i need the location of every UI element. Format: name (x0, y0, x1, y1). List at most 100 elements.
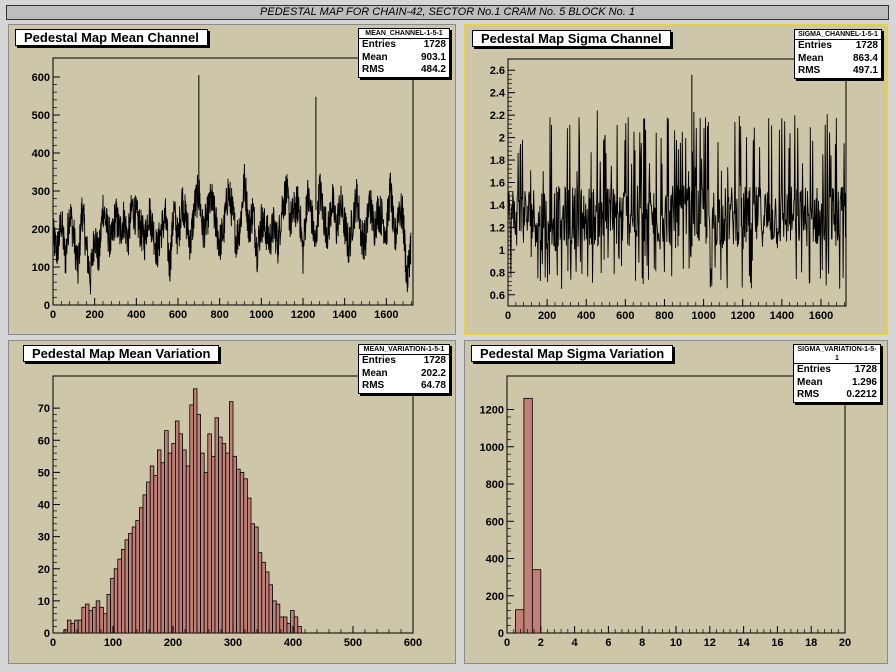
y-tick-label: 1000 (480, 442, 504, 454)
histogram-bar (293, 616, 299, 634)
stats-rms-row: RMS 0.2212 (794, 389, 880, 402)
y-tick-label: 300 (32, 186, 50, 198)
histogram-bar (257, 552, 263, 634)
x-tick-label: 600 (404, 637, 422, 649)
stats-entries-value: 1728 (854, 364, 877, 375)
histogram-bar (297, 626, 302, 634)
stats-name: SIGMA_VARIATION-1-5-1 (794, 345, 880, 364)
x-tick-label: 0 (50, 637, 56, 649)
histogram-bar (243, 478, 248, 634)
x-tick-label: 600 (616, 310, 634, 322)
x-tick-label: 1600 (809, 310, 833, 322)
pad-mean-channel[interactable]: 0 100 200 300 400 500 600 0 200 400 600 800 1000 1200… (8, 24, 456, 335)
histogram-bar (74, 619, 79, 634)
x-tick-label: 400 (127, 309, 145, 321)
y-tick-label: 70 (38, 403, 50, 415)
stats-mean-value: 202.2 (420, 367, 446, 379)
x-tick-label: 200 (164, 637, 182, 649)
y-tick-label: 0 (44, 628, 50, 640)
stats-rms-label: RMS (797, 389, 820, 400)
x-tick-label: 800 (210, 309, 228, 321)
pad-sigma-variation[interactable]: 0 200 400 600 800 1000 1200 0 2 4 6 8 10 12 14 16 18 20 Pe… (464, 340, 888, 664)
histogram-bar (261, 561, 266, 634)
x-tick-label: 4 (572, 637, 579, 649)
histogram-bar (160, 462, 165, 634)
y-tick-label: 600 (486, 516, 504, 528)
histogram-bar (153, 475, 158, 634)
histogram-bar (124, 539, 129, 634)
histogram-bar (135, 520, 140, 634)
stats-rms-label: RMS (798, 65, 821, 76)
pad-title: Pedestal Map Mean Variation (23, 345, 220, 362)
x-tick-label: 1000 (249, 309, 273, 321)
y-tick-label: 20 (38, 564, 50, 576)
pad-title: Pedestal Map Sigma Channel (472, 30, 671, 47)
y-tick-label: 600 (32, 72, 50, 84)
histogram-bar (146, 481, 151, 634)
mean-channel-series (52, 163, 412, 295)
stats-mean-value: 863.4 (852, 52, 878, 64)
y-tick-label: 0.6 (490, 290, 505, 302)
stats-entries-row: Entries 1728 (359, 355, 449, 368)
x-tick-label: 400 (284, 637, 302, 649)
stats-mean-label: Mean (362, 51, 388, 63)
y-tick-label: 200 (32, 224, 50, 236)
histogram-bar (189, 404, 194, 634)
histogram-bar (515, 609, 525, 634)
histogram-bar (275, 603, 281, 634)
y-tick-label: 40 (38, 500, 50, 512)
x-tick-label: 600 (169, 309, 187, 321)
chart-svg: 0.6 0.8 1 1.2 1.4 1.6 1.8 2 2.2 2.4 2.6 0 200 400 600 8… (490, 58, 847, 322)
histogram-bar (171, 443, 176, 634)
y-tick-label: 2 (499, 133, 505, 145)
histogram-bar (221, 443, 227, 634)
stats-name: SIGMA_CHANNEL-1-5-1 (795, 30, 881, 40)
stats-entries-row: Entries 1728 (359, 39, 449, 52)
x-tick-label: 2 (538, 637, 544, 649)
histogram-bar (264, 571, 270, 634)
x-tick-label: 400 (577, 310, 595, 322)
stats-mean-row: Mean 903.1 (359, 52, 449, 65)
x-tick-label: 300 (224, 637, 242, 649)
histogram-bar (236, 468, 241, 634)
x-tick-label: 100 (104, 637, 122, 649)
histogram-bar (92, 606, 97, 634)
histogram-bar (167, 452, 173, 634)
histogram-bar (142, 494, 147, 634)
y-tick-label: 1.8 (490, 155, 505, 167)
y-tick-label: 1 (499, 245, 505, 257)
stats-mean-label: Mean (797, 376, 823, 388)
x-tick-label: 0 (50, 309, 56, 321)
pad-sigma-channel[interactable]: 0.6 0.8 1 1.2 1.4 1.6 1.8 2 2.2 2.4 2.6 0 200 400 600 8… (464, 24, 888, 335)
histogram-bar (531, 569, 542, 634)
histogram-bar (196, 414, 201, 634)
x-tick-label: 1000 (691, 310, 715, 322)
histogram-bar (174, 420, 180, 634)
stats-rms-value: 0.2212 (846, 389, 877, 400)
pad-title: Pedestal Map Mean Channel (15, 29, 208, 46)
histogram-bar (121, 549, 126, 634)
y-tick-label: 2.6 (490, 65, 505, 77)
stats-mean-value: 1.296 (851, 376, 877, 388)
stats-rms-row: RMS 64.78 (359, 380, 449, 393)
x-tick-label: 6 (605, 637, 611, 649)
pad-mean-variation[interactable]: 0 10 20 30 40 50 60 70 0 100 200 300 400 500 600 Pedest… (8, 340, 456, 664)
stats-box: MEAN_CHANNEL-1-5-1 Entries 1728 Mean 903.1 RM… (358, 28, 450, 78)
x-tick-label: 800 (655, 310, 673, 322)
histogram-bar (228, 401, 234, 634)
stats-name: MEAN_VARIATION-1-5-1 (359, 345, 449, 355)
stats-entries-row: Entries 1728 (794, 364, 880, 377)
y-tick-label: 500 (32, 110, 50, 122)
stats-name: MEAN_CHANNEL-1-5-1 (359, 29, 449, 39)
stats-entries-row: Entries 1728 (795, 40, 881, 53)
stats-entries-value: 1728 (423, 355, 446, 366)
x-tick-label: 1200 (730, 310, 754, 322)
x-tick-label: 0 (504, 637, 510, 649)
y-tick-label: 1.6 (490, 178, 505, 190)
plot-frame (506, 375, 846, 634)
histogram-bar (192, 388, 198, 634)
histogram-bar (131, 526, 137, 634)
histogram-bar (85, 603, 90, 634)
histogram-bar (110, 577, 115, 634)
plot-frame (52, 57, 414, 306)
